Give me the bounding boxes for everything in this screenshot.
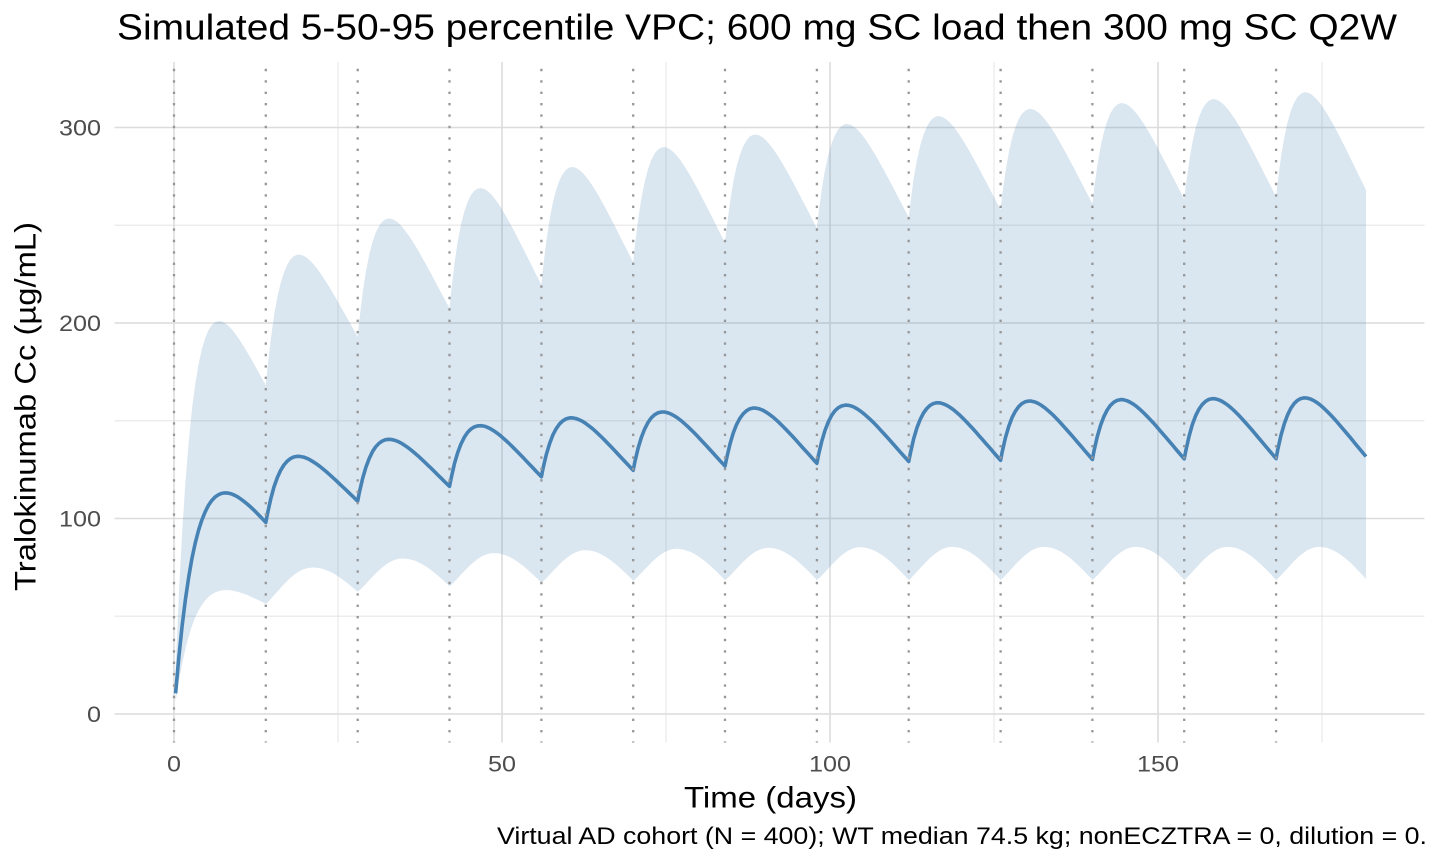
svg-text:100: 100 bbox=[809, 751, 851, 776]
svg-text:Simulated 5-50-95 percentile V: Simulated 5-50-95 percentile VPC; 600 mg… bbox=[117, 7, 1397, 48]
svg-text:200: 200 bbox=[59, 311, 101, 336]
svg-text:100: 100 bbox=[59, 506, 101, 531]
svg-text:50: 50 bbox=[488, 751, 516, 776]
svg-text:Virtual AD cohort (N = 400); W: Virtual AD cohort (N = 400); WT median 7… bbox=[497, 823, 1427, 850]
svg-text:300: 300 bbox=[59, 115, 101, 140]
svg-text:0: 0 bbox=[167, 751, 181, 776]
svg-text:150: 150 bbox=[1137, 751, 1179, 776]
svg-text:Tralokinumab Cc (µg/mL): Tralokinumab Cc (µg/mL) bbox=[10, 222, 43, 591]
svg-text:Time (days): Time (days) bbox=[684, 782, 857, 815]
svg-text:0: 0 bbox=[87, 702, 101, 727]
